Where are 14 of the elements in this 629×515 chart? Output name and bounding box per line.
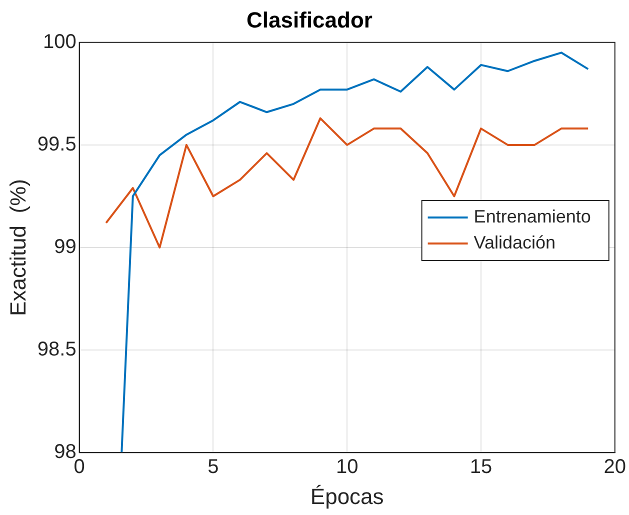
x-tick-label: 10 xyxy=(336,456,358,478)
y-tick-label: 99 xyxy=(54,236,76,258)
x-tick-label: 0 xyxy=(74,456,85,478)
chart-title: Clasificador xyxy=(246,7,373,32)
x-axis-title: Épocas xyxy=(310,484,384,509)
x-tick-label: 20 xyxy=(604,456,626,478)
x-tick-label: 15 xyxy=(470,456,492,478)
y-tick-label: 98.5 xyxy=(37,338,76,361)
y-tick-label: 100 xyxy=(42,30,76,53)
y-axis-title: Exactitud (%) xyxy=(5,179,30,316)
x-tick-label: 5 xyxy=(208,456,219,478)
legend-label: Entrenamiento xyxy=(474,206,591,226)
y-tick-label: 99.5 xyxy=(37,133,76,156)
legend-label: Validación xyxy=(474,232,556,252)
